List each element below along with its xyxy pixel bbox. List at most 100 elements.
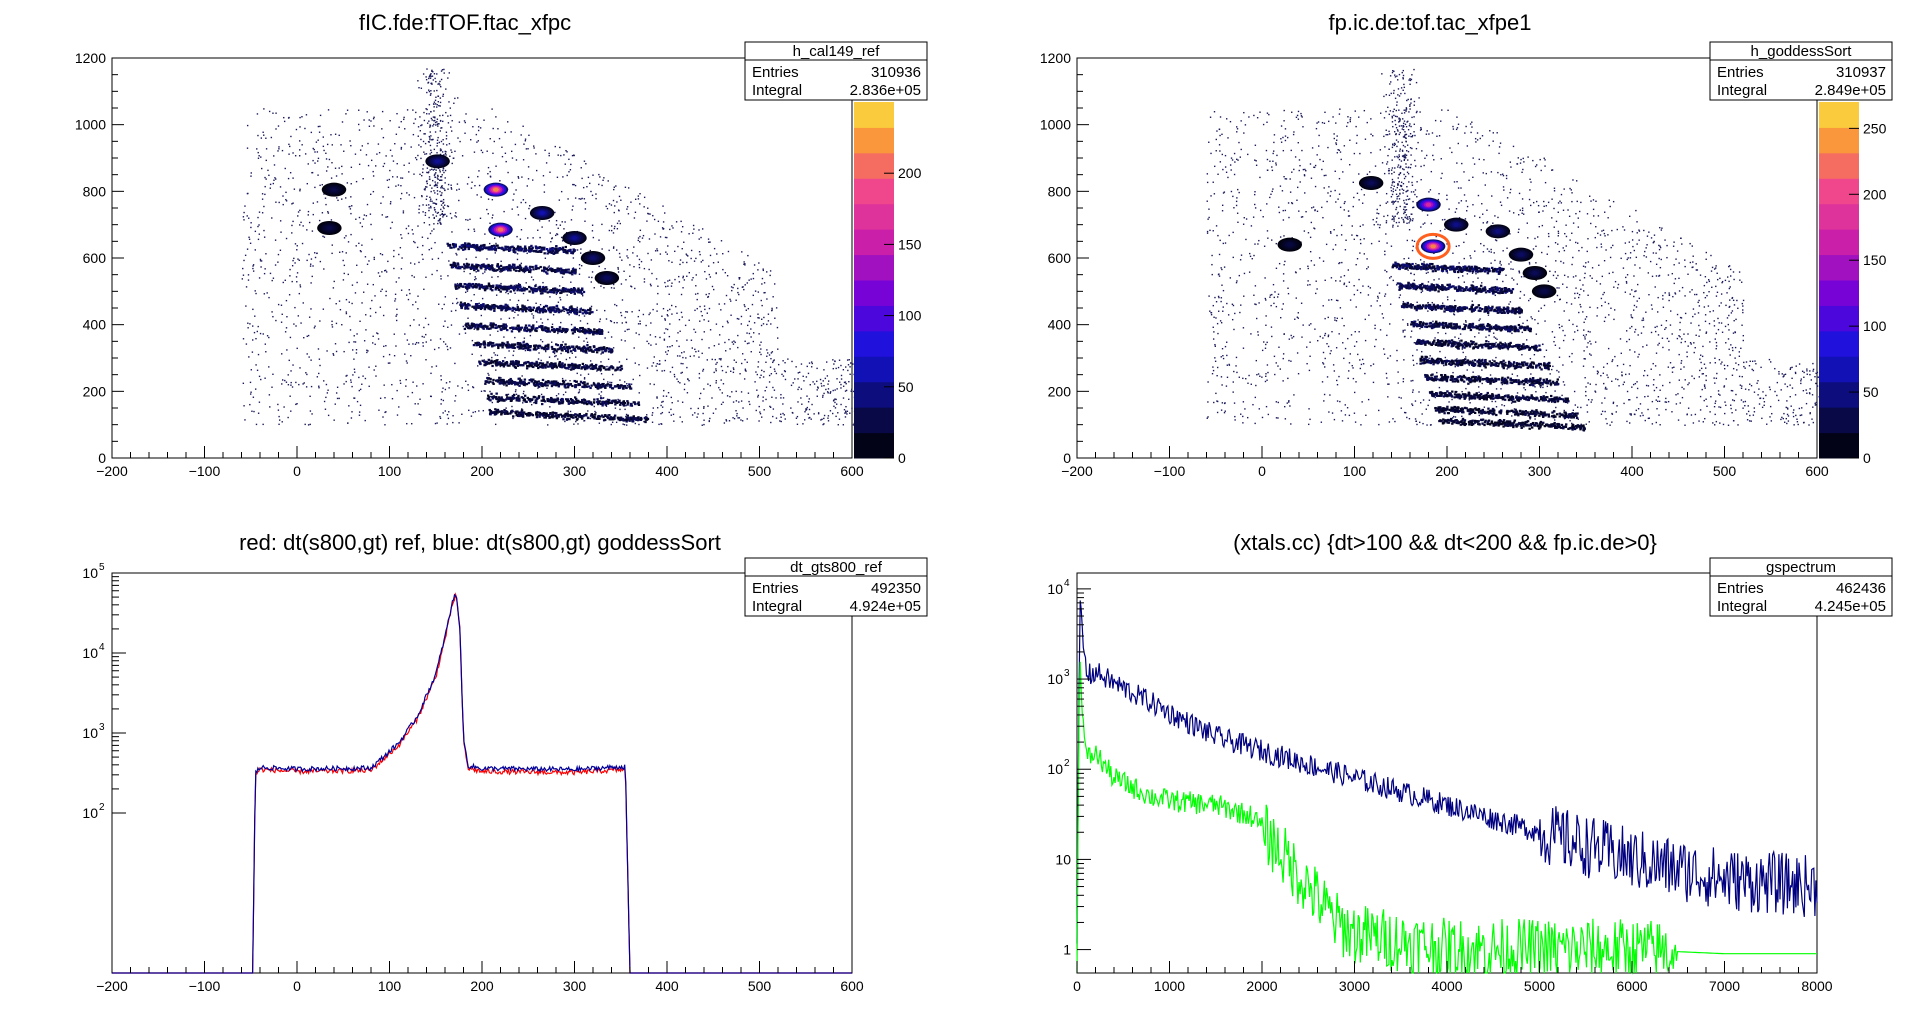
heatmap-band-cell <box>525 307 529 310</box>
heatmap-dot <box>441 213 443 216</box>
heatmap-dot <box>433 217 435 220</box>
heatmap-band-cell <box>512 289 516 292</box>
heatmap-dot <box>421 174 423 177</box>
heatmap-dot <box>310 359 312 361</box>
heatmap-band-cell <box>587 385 590 388</box>
heatmap-dot <box>810 361 813 363</box>
heatmap-dot <box>596 309 598 311</box>
heatmap-dot <box>277 253 280 256</box>
heatmap-band-cell <box>628 383 631 386</box>
heatmap-dot <box>544 149 546 152</box>
heatmap-dot <box>647 252 649 255</box>
heatmap-dot <box>252 264 255 266</box>
heatmap-dot <box>475 133 478 136</box>
heatmap-band-cell <box>489 341 493 344</box>
heatmap-band-cell <box>512 268 516 271</box>
heatmap-band-cell <box>470 324 474 327</box>
heatmap-band-cell <box>525 329 528 332</box>
heatmap-dot <box>514 143 517 146</box>
heatmap-dot <box>622 423 624 425</box>
heatmap-band-cell <box>483 325 486 328</box>
heatmap-dot <box>430 339 432 341</box>
heatmap-band-cell <box>523 326 527 329</box>
heatmap-dot <box>770 421 772 424</box>
heatmap-dot <box>425 341 427 343</box>
heatmap-dot <box>570 281 572 283</box>
heatmap-band-cell <box>626 403 629 406</box>
heatmap-dot <box>483 119 485 121</box>
heatmap-dot <box>405 227 408 230</box>
heatmap-dot <box>443 187 445 190</box>
heatmap-dot <box>433 209 436 211</box>
heatmap-band-cell <box>504 303 507 306</box>
heatmap-dot <box>683 241 685 243</box>
heatmap-dot <box>593 287 595 289</box>
heatmap-band-cell <box>567 268 570 271</box>
heatmap-dot <box>429 184 431 186</box>
heatmap-dot <box>325 383 328 386</box>
heatmap-dot <box>586 185 588 188</box>
heatmap-dot <box>295 276 298 278</box>
heatmap-dot <box>461 155 464 157</box>
heatmap-band-cell <box>520 381 524 384</box>
heatmap-dot <box>653 356 655 358</box>
heatmap-dot <box>848 380 850 383</box>
heatmap-band-cell <box>483 342 487 345</box>
heatmap-band-cell <box>558 328 561 331</box>
heatmap-dot <box>584 208 587 210</box>
heatmap-band-cell <box>518 248 521 252</box>
heatmap-dot <box>754 290 757 292</box>
heatmap-band-cell <box>553 382 557 385</box>
heatmap-band-cell <box>600 386 603 389</box>
heatmap-dot <box>729 348 731 350</box>
heatmap-dot <box>671 225 673 227</box>
heatmap-dot <box>489 334 491 336</box>
heatmap-dot <box>691 414 694 416</box>
heatmap-dot <box>258 401 261 403</box>
heatmap-dot <box>264 193 266 196</box>
heatmap-dot <box>720 359 722 361</box>
heatmap-band-cell <box>515 359 518 363</box>
heatmap-dot <box>737 417 739 419</box>
heatmap-dot <box>246 147 249 149</box>
heatmap-band-cell <box>530 365 533 368</box>
heatmap-band-cell <box>506 304 509 307</box>
heatmap-dot <box>649 312 651 314</box>
heatmap-dot <box>698 397 701 400</box>
heatmap-dot <box>575 420 577 423</box>
heatmap-dot <box>748 342 750 344</box>
heatmap-dot <box>718 386 720 389</box>
heatmap-band-cell <box>609 350 612 353</box>
heatmap-band-cell <box>541 286 545 289</box>
heatmap-dot <box>422 204 424 206</box>
heatmap-band-cell <box>533 364 536 367</box>
heatmap-dot <box>636 255 638 257</box>
heatmap-dot <box>706 359 708 361</box>
heatmap-band-cell <box>534 348 537 351</box>
heatmap-dot <box>268 296 270 299</box>
heatmap-dot <box>433 190 435 192</box>
heatmap-dot <box>436 121 438 123</box>
heatmap-dot <box>757 366 759 368</box>
heatmap-dot <box>678 318 681 321</box>
heatmap-dot <box>624 316 626 319</box>
heatmap-dot <box>351 284 354 286</box>
heatmap-dot <box>675 221 678 223</box>
heatmap-dot <box>319 184 321 187</box>
heatmap-dot <box>518 348 520 350</box>
heatmap-dot <box>685 357 687 359</box>
heatmap-dot <box>432 169 435 171</box>
heatmap-band-cell <box>559 344 563 347</box>
heatmap-band-cell <box>541 292 544 295</box>
heatmap-dot <box>693 228 695 230</box>
heatmap-dot <box>626 383 628 385</box>
heatmap-dot <box>430 75 432 78</box>
heatmap-dot <box>435 124 437 126</box>
heatmap-dot <box>458 121 461 123</box>
heatmap-dot <box>350 379 352 381</box>
heatmap-dot <box>317 348 320 350</box>
heatmap-dot <box>648 342 650 345</box>
heatmap-dot <box>280 321 283 323</box>
heatmap-band-cell <box>503 363 506 366</box>
heatmap-dot <box>740 315 743 318</box>
